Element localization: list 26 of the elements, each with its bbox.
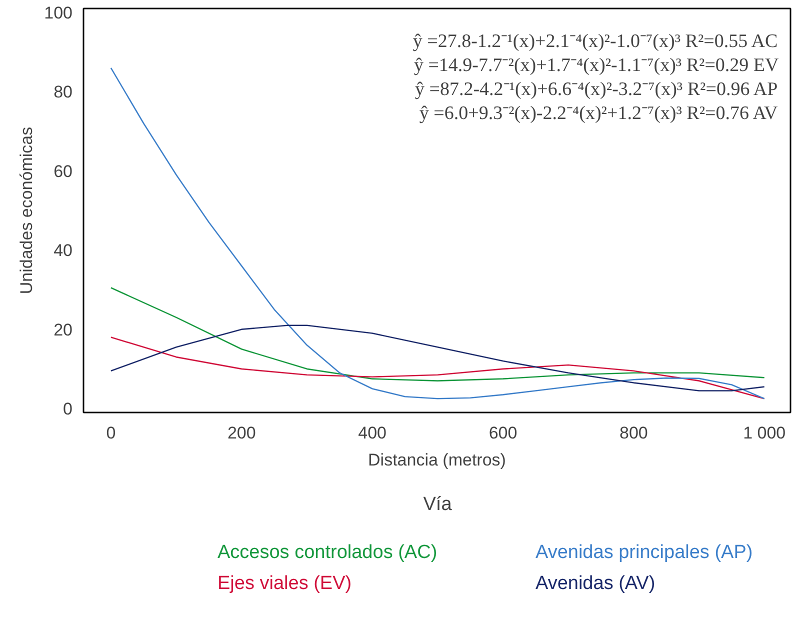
x-tick-label: 800 [619,424,648,442]
annotation: ŷ =27.8-1.2⁻¹(x)+2.1⁻⁴(x)²-1.0⁻⁷(x)³ R²=0.55 AC [412,31,778,52]
text: Avenidas (AV) [536,573,656,594]
text: Accesos controlados (AC) [218,542,438,563]
annotation: ŷ =6.0+9.3⁻²(x)-2.2⁻⁴(x)²+1.2⁻⁷(x)³ R²=0.76 AV [419,103,778,124]
y-tick-label: 40 [54,241,73,260]
y-axis-title: Unidades económicas [17,126,36,294]
x-axis-title: Distancia (metros) [368,450,506,470]
x-tick-label: 400 [358,424,387,442]
line-series [110,324,766,392]
y-tick-label: 80 [54,82,73,102]
text: Ejes viales (EV) [218,573,352,594]
annotation: ŷ =14.9-7.7⁻²(x)+1.7⁻⁴(x)²-1.1⁻⁷(x)³ R²=0.29 EV [414,55,780,76]
y-tick-label: 60 [54,162,73,181]
y-tick-label: 0 [63,400,73,419]
y-tick-label: 100 [44,3,73,22]
x-tick-label: 1 000 [743,424,786,442]
legend-title: Vía [423,494,452,515]
annotation: ŷ =87.2-4.2⁻¹(x)+6.6⁻⁴(x)²-3.2⁻⁷(x)³ R²=0.96 AP [414,79,778,100]
text: Avenidas principales (AP) [536,542,753,563]
y-tick-label: 20 [54,320,73,340]
x-tick-label: 600 [488,424,518,442]
x-tick-label: 0 [106,424,116,442]
line-series [110,287,766,382]
line-series [110,336,766,400]
x-tick-label: 200 [227,424,256,442]
